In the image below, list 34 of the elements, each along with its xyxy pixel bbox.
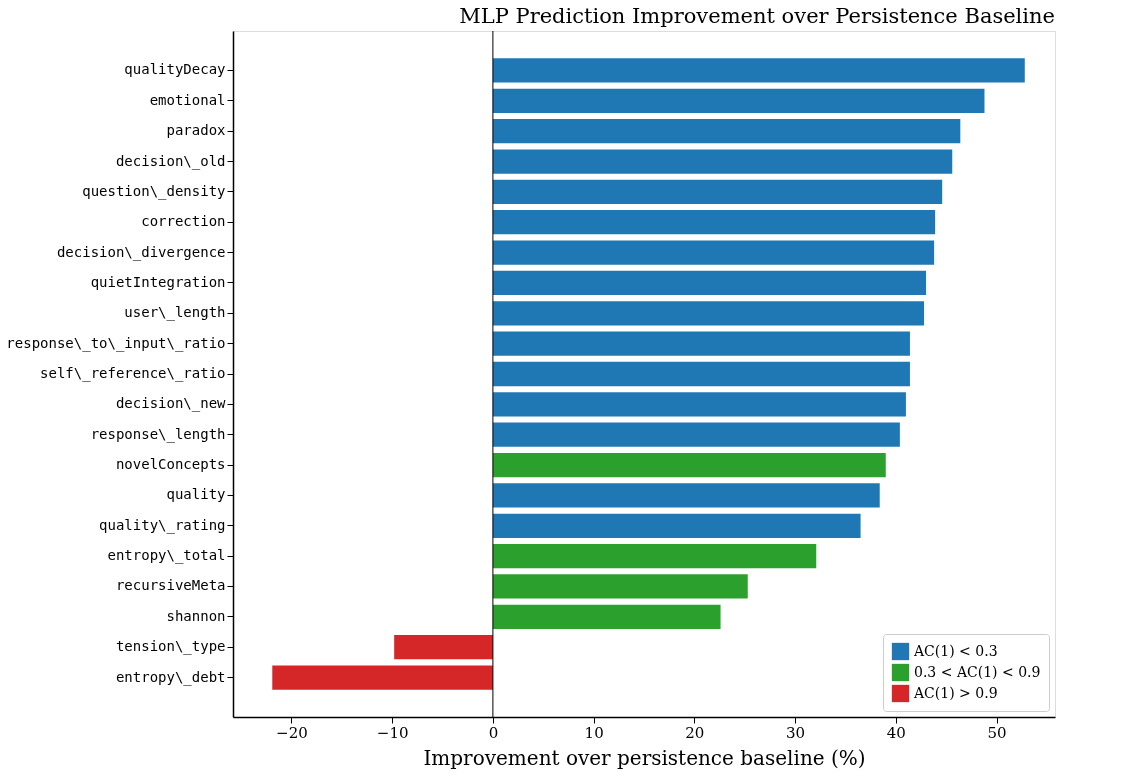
legend-label: AC(1) > 0.9	[913, 684, 998, 701]
y-tick-label: decision\_new	[115, 395, 227, 413]
y-tick-label: quality\_rating	[99, 516, 226, 534]
y-tick-label: response\_length	[90, 425, 226, 443]
legend-label: AC(1) < 0.3	[913, 642, 998, 659]
x-tick-label: 0	[488, 723, 499, 742]
x-tick-label: 40	[886, 723, 906, 742]
y-tick-label: quality	[166, 486, 226, 503]
y-tick-label: quietIntegration	[90, 273, 226, 290]
y-tick-label: entropy\_debt	[115, 668, 226, 686]
y-tick-label: shannon	[166, 607, 226, 624]
chart-title: MLP Prediction Improvement over Persistence Baseline	[459, 3, 1055, 28]
x-axis-title: Improvement over persistence baseline (%)	[423, 745, 866, 770]
x-tick-label: 10	[584, 723, 604, 742]
legend-label: 0.3 < AC(1) < 0.9	[914, 663, 1041, 680]
y-tick-label: tension\_type	[115, 638, 226, 656]
y-tick-label: recursiveMeta	[115, 577, 226, 594]
y-tick-label: decision\_old	[115, 152, 226, 170]
x-tick-label: 50	[987, 723, 1007, 742]
x-tick-label: 30	[786, 723, 806, 742]
x-tick-label: −10	[376, 723, 409, 742]
y-tick-label: correction	[141, 213, 226, 230]
y-tick-label: question\_density	[82, 182, 226, 200]
y-tick-label: user\_length	[124, 304, 226, 322]
y-tick-label: response\_to\_input\_ratio	[6, 334, 226, 352]
y-tick-label: entropy\_total	[107, 547, 226, 565]
y-tick-label: paradox	[166, 122, 226, 139]
x-tick-label: −20	[276, 723, 308, 742]
y-tick-label: self\_reference\_ratio	[40, 365, 226, 382]
x-tick-label: 20	[685, 723, 705, 742]
y-tick-label: novelConcepts	[115, 456, 226, 473]
y-tick-label: qualityDecay	[124, 61, 226, 78]
y-tick-label: emotional	[149, 91, 226, 108]
y-tick-label: decision\_divergence	[56, 243, 226, 261]
